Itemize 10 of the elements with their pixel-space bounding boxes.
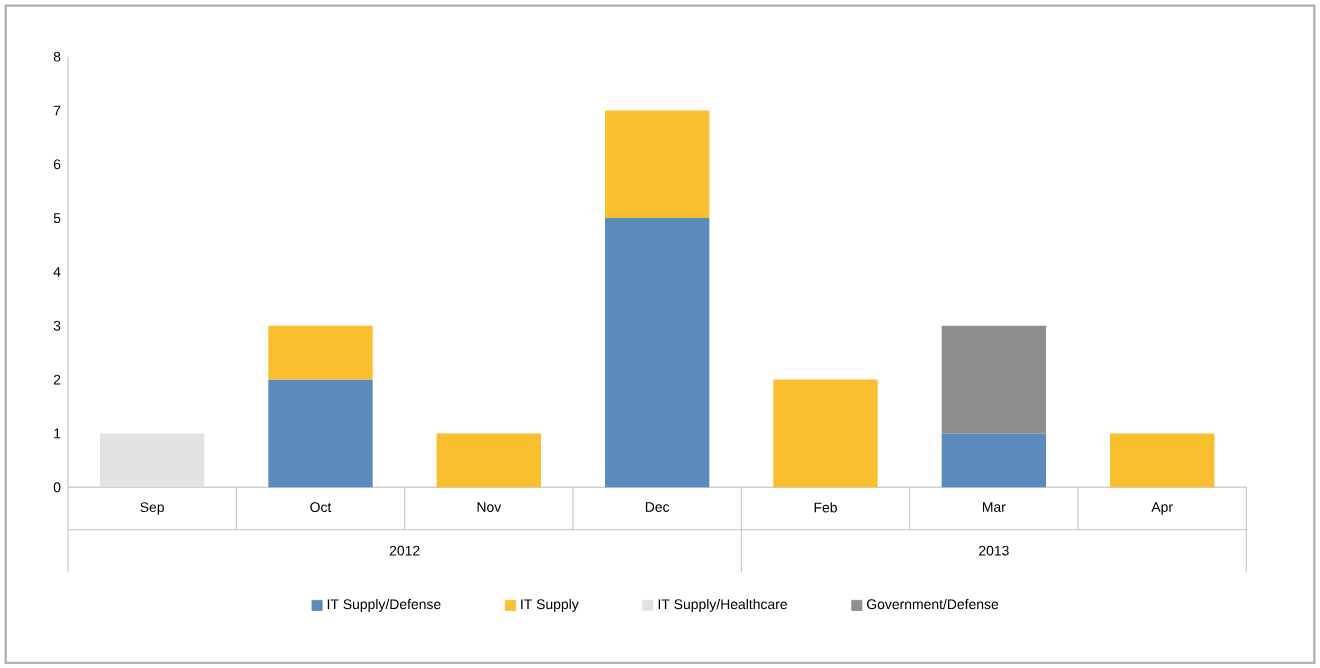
bar bbox=[604, 110, 710, 218]
bar bbox=[268, 379, 373, 487]
bar bbox=[941, 325, 1047, 434]
bar bbox=[773, 379, 878, 487]
bar bbox=[1110, 433, 1215, 487]
bar bbox=[99, 433, 205, 487]
bar bbox=[436, 433, 542, 487]
bar bbox=[604, 217, 710, 487]
bar bbox=[941, 433, 1047, 487]
bar bbox=[268, 325, 373, 380]
